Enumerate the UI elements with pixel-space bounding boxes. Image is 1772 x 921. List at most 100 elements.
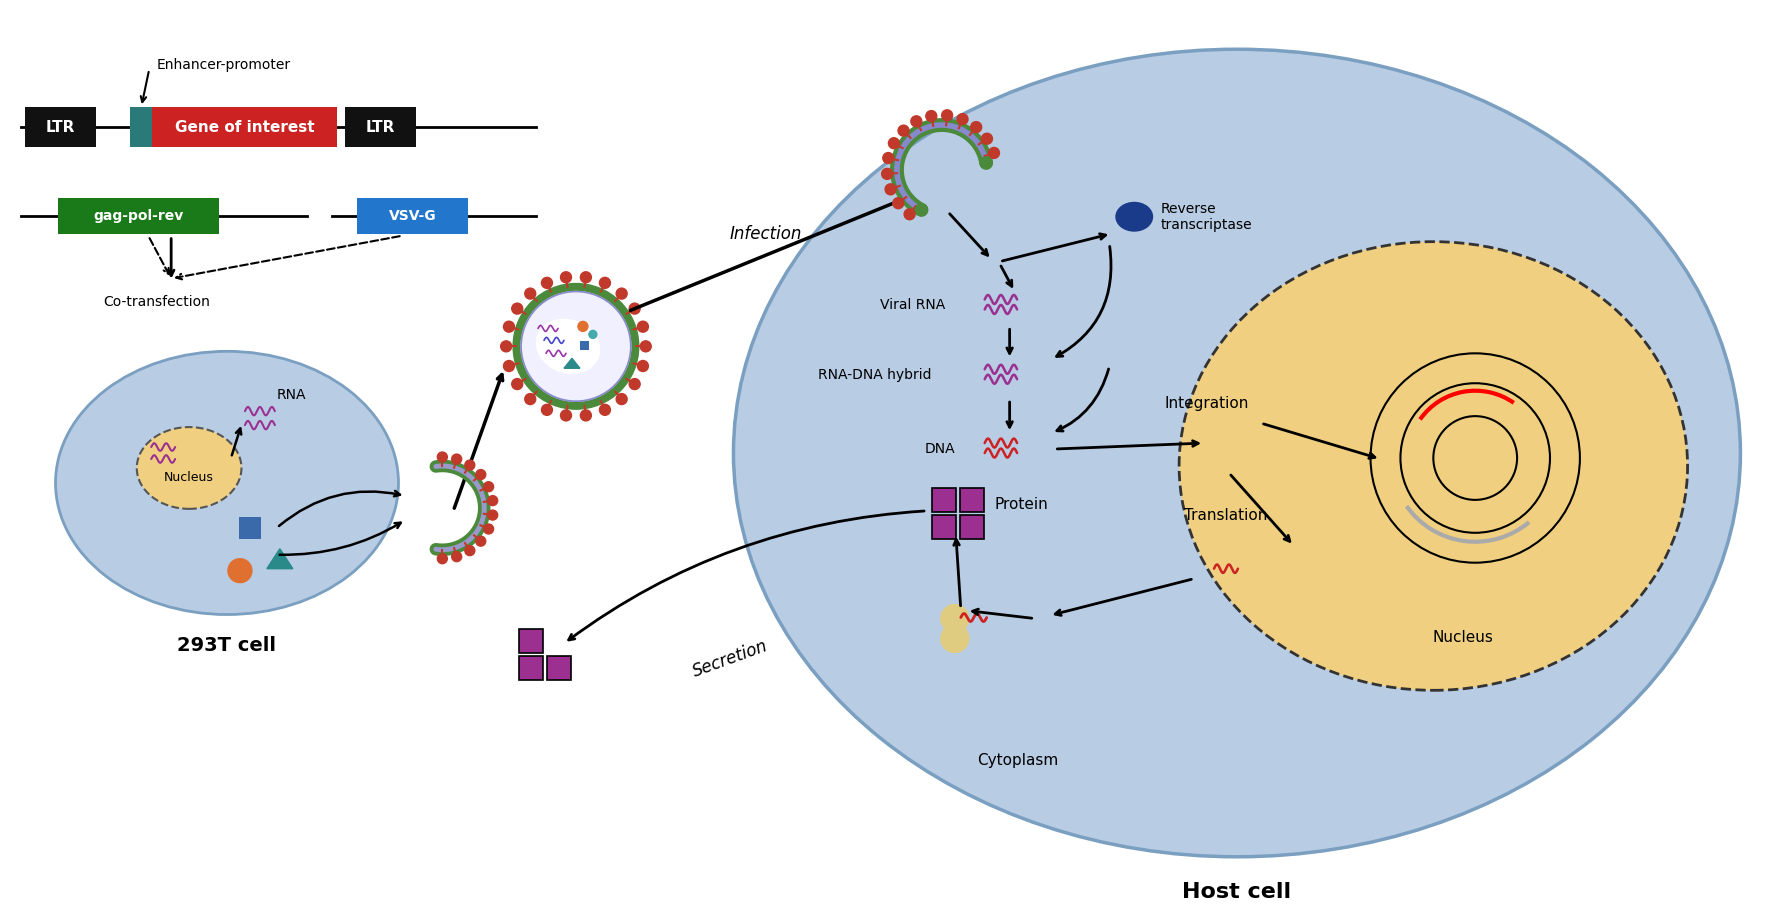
Circle shape — [464, 545, 475, 555]
Circle shape — [982, 134, 992, 145]
FancyBboxPatch shape — [239, 517, 260, 539]
Circle shape — [477, 536, 486, 546]
FancyBboxPatch shape — [932, 488, 955, 512]
Circle shape — [888, 138, 900, 148]
Circle shape — [599, 277, 610, 288]
Circle shape — [438, 554, 447, 564]
Circle shape — [588, 331, 597, 338]
Circle shape — [638, 321, 649, 332]
Text: LTR: LTR — [365, 120, 395, 134]
Text: RNA: RNA — [276, 388, 307, 402]
FancyBboxPatch shape — [152, 107, 337, 147]
Text: VSV-G: VSV-G — [388, 209, 436, 223]
Circle shape — [941, 110, 953, 121]
Text: Host cell: Host cell — [1182, 881, 1292, 902]
Circle shape — [484, 482, 494, 492]
Circle shape — [599, 404, 610, 415]
Circle shape — [464, 460, 475, 470]
Circle shape — [640, 341, 652, 352]
Circle shape — [487, 510, 498, 520]
FancyBboxPatch shape — [25, 107, 96, 147]
Circle shape — [884, 184, 897, 195]
Circle shape — [477, 470, 486, 480]
Circle shape — [971, 122, 982, 133]
Text: Co-transfection: Co-transfection — [103, 296, 209, 309]
Circle shape — [581, 272, 592, 283]
Text: Translation: Translation — [1184, 508, 1267, 523]
FancyBboxPatch shape — [57, 198, 220, 234]
Text: LTR: LTR — [46, 120, 74, 134]
Circle shape — [542, 404, 553, 415]
Text: 293T cell: 293T cell — [177, 636, 276, 656]
Circle shape — [898, 125, 909, 136]
FancyBboxPatch shape — [519, 629, 542, 653]
Circle shape — [560, 410, 572, 421]
FancyBboxPatch shape — [548, 657, 571, 681]
Text: Enhancer-promoter: Enhancer-promoter — [156, 58, 291, 72]
Circle shape — [629, 379, 640, 390]
Polygon shape — [268, 549, 292, 568]
Text: RNA-DNA hybrid: RNA-DNA hybrid — [819, 368, 932, 382]
Ellipse shape — [734, 49, 1740, 857]
Text: Gene of interest: Gene of interest — [175, 120, 314, 134]
Circle shape — [501, 341, 512, 352]
Circle shape — [916, 204, 927, 216]
Circle shape — [629, 303, 640, 314]
Circle shape — [893, 198, 904, 209]
Circle shape — [578, 321, 588, 332]
Text: Secretion: Secretion — [691, 636, 771, 681]
Ellipse shape — [136, 427, 241, 509]
FancyBboxPatch shape — [344, 107, 416, 147]
Circle shape — [503, 360, 514, 371]
FancyBboxPatch shape — [131, 107, 152, 147]
Circle shape — [617, 288, 627, 299]
Text: Protein: Protein — [994, 497, 1049, 512]
Circle shape — [957, 113, 968, 124]
Text: Nucleus: Nucleus — [165, 472, 214, 484]
Circle shape — [229, 559, 252, 583]
Circle shape — [925, 111, 937, 122]
FancyBboxPatch shape — [960, 488, 983, 512]
Circle shape — [560, 272, 572, 283]
Circle shape — [525, 393, 535, 404]
Text: Cytoplasm: Cytoplasm — [976, 752, 1058, 767]
Circle shape — [521, 292, 631, 402]
Text: Nucleus: Nucleus — [1434, 630, 1494, 645]
Ellipse shape — [55, 351, 399, 614]
Circle shape — [484, 524, 494, 534]
Circle shape — [514, 284, 638, 409]
Circle shape — [581, 410, 592, 421]
Circle shape — [941, 624, 969, 652]
Circle shape — [503, 321, 514, 332]
Circle shape — [452, 552, 462, 562]
FancyBboxPatch shape — [579, 342, 588, 350]
Text: DNA: DNA — [925, 442, 955, 456]
Circle shape — [904, 209, 914, 220]
FancyBboxPatch shape — [356, 198, 468, 234]
Text: Viral RNA: Viral RNA — [879, 298, 944, 312]
Circle shape — [638, 360, 649, 371]
Ellipse shape — [1178, 241, 1687, 691]
Circle shape — [882, 153, 893, 164]
Circle shape — [525, 288, 535, 299]
Circle shape — [512, 379, 523, 390]
Ellipse shape — [1115, 202, 1154, 232]
Text: Infection: Infection — [728, 225, 801, 243]
FancyBboxPatch shape — [932, 515, 955, 539]
Circle shape — [882, 169, 893, 180]
Circle shape — [617, 393, 627, 404]
Circle shape — [911, 116, 921, 127]
Circle shape — [512, 303, 523, 314]
Circle shape — [989, 147, 999, 158]
Text: Reverse
transcriptase: Reverse transcriptase — [1161, 202, 1251, 232]
Circle shape — [487, 495, 498, 506]
Circle shape — [438, 452, 447, 462]
Polygon shape — [563, 358, 579, 368]
Text: gag-pol-rev: gag-pol-rev — [94, 209, 183, 223]
Circle shape — [980, 157, 992, 169]
FancyBboxPatch shape — [960, 515, 983, 539]
FancyBboxPatch shape — [519, 657, 542, 681]
Circle shape — [941, 604, 969, 633]
Circle shape — [452, 454, 462, 464]
Text: Integration: Integration — [1164, 396, 1249, 411]
